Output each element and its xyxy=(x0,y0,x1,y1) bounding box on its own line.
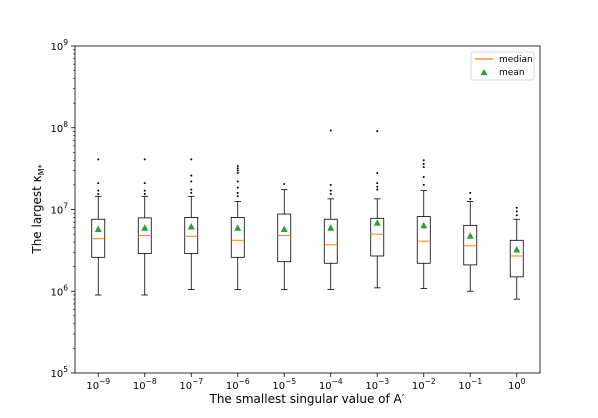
x-tick-label: 10−5 xyxy=(272,377,296,392)
legend-mean-label: mean xyxy=(499,68,525,78)
box-group xyxy=(184,158,199,290)
box-iqr xyxy=(230,217,245,258)
y-tick-label: 109 xyxy=(50,38,68,53)
x-tick-label: 10−9 xyxy=(86,377,110,392)
flier-point xyxy=(143,192,146,195)
x-tick-label: 10−7 xyxy=(179,377,203,392)
flier-point xyxy=(376,185,379,188)
flier-point xyxy=(422,159,425,162)
flier-point xyxy=(515,210,518,213)
flier-point xyxy=(469,197,472,200)
flier-point xyxy=(376,130,379,133)
flier-point xyxy=(283,183,286,186)
box-group xyxy=(91,158,106,296)
x-axis: 10−9 10−8 10−7 10−6 10−5 10−4 10−3 10−2 10−1 100 xyxy=(86,373,526,392)
flier-point xyxy=(236,180,239,183)
x-tick-label: 100 xyxy=(508,377,526,392)
box-group xyxy=(230,165,245,290)
legend-mean-swatch xyxy=(480,69,488,75)
flier-point xyxy=(329,129,332,132)
legend-median-label: median xyxy=(499,55,533,65)
x-tick-label: 10−2 xyxy=(412,377,436,392)
x-tick-label: 10−6 xyxy=(226,377,250,392)
mean-marker xyxy=(280,225,288,232)
box-iqr xyxy=(509,239,524,278)
flier-point xyxy=(143,158,146,161)
x-tick-label: 10−4 xyxy=(319,377,343,392)
box-group xyxy=(137,158,152,296)
box-iqr xyxy=(416,216,431,264)
flier-point xyxy=(422,175,425,178)
flier-point xyxy=(422,166,425,169)
y-tick-label: 106 xyxy=(50,283,68,298)
box-group xyxy=(277,183,292,290)
mean-marker xyxy=(466,232,474,239)
y-tick-label: 108 xyxy=(50,120,68,135)
flier-point xyxy=(190,191,193,194)
flier-point xyxy=(190,188,193,191)
y-axis-label: The largest κM* xyxy=(30,164,46,254)
mean-marker xyxy=(420,221,428,229)
y-tick-label: 105 xyxy=(50,365,68,380)
box-series xyxy=(91,129,524,300)
mean-marker xyxy=(513,245,521,253)
flier-point xyxy=(376,182,379,185)
y-axis: 105 106 107 108 109 xyxy=(50,38,75,380)
flier-point xyxy=(236,169,239,172)
box-iqr xyxy=(323,218,338,264)
flier-point xyxy=(376,171,379,174)
x-tick-label: 10−3 xyxy=(365,377,389,392)
flier-point xyxy=(236,167,239,170)
box-group xyxy=(509,206,524,300)
y-axis-label-main: The largest κ xyxy=(30,175,44,254)
flier-point xyxy=(236,186,239,189)
flier-point xyxy=(236,195,239,198)
mean-marker xyxy=(94,225,102,232)
box-iqr xyxy=(370,217,385,257)
mean-marker xyxy=(141,224,149,231)
mean-marker xyxy=(187,223,195,230)
flier-point xyxy=(143,182,146,185)
x-tick-label: 10−1 xyxy=(458,377,482,392)
flier-point xyxy=(236,171,239,174)
box-iqr xyxy=(184,217,199,254)
flier-point xyxy=(190,174,193,177)
box-group xyxy=(463,191,478,292)
flier-point xyxy=(143,189,146,192)
flier-point xyxy=(97,192,100,195)
y-tick-label: 107 xyxy=(50,202,68,217)
flier-point xyxy=(515,206,518,209)
plot-area xyxy=(74,45,541,374)
flier-point xyxy=(329,183,332,186)
flier-point xyxy=(469,191,472,194)
box-group xyxy=(323,129,338,290)
flier-point xyxy=(515,214,518,217)
flier-point xyxy=(376,188,379,191)
flier-point xyxy=(422,183,425,186)
flier-point xyxy=(329,192,332,195)
box-iqr xyxy=(463,224,478,266)
flier-point xyxy=(97,189,100,192)
mean-marker xyxy=(373,219,381,226)
box-iqr xyxy=(277,213,292,263)
x-axis-label: The smallest singular value of A′ xyxy=(208,392,404,406)
flier-point xyxy=(97,158,100,161)
flier-point xyxy=(236,191,239,194)
flier-point xyxy=(97,182,100,185)
y-axis-label-subscript: M* xyxy=(37,164,46,175)
flier-point xyxy=(236,165,239,168)
x-tick-label: 10−8 xyxy=(133,377,157,392)
mean-marker xyxy=(327,224,335,231)
legend: median mean xyxy=(470,51,535,81)
mean-marker xyxy=(234,224,242,231)
flier-point xyxy=(190,158,193,161)
flier-point xyxy=(329,189,332,192)
box-group xyxy=(370,130,385,289)
flier-point xyxy=(422,163,425,166)
flier-point xyxy=(190,180,193,183)
box-group xyxy=(416,159,431,289)
